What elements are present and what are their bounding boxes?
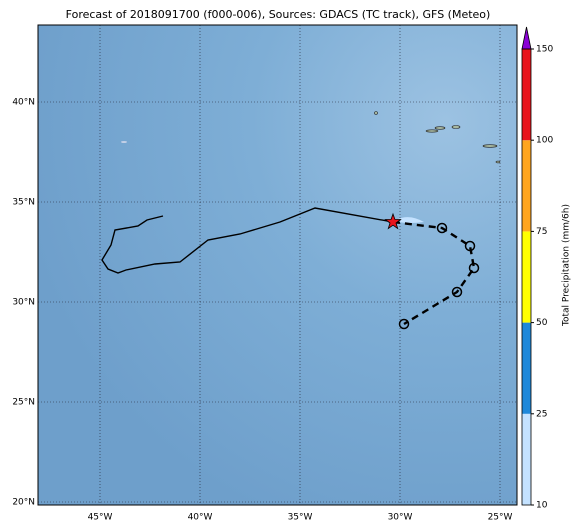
colorbar-extension	[521, 26, 532, 50]
x-tick-label: 25°W	[488, 513, 513, 523]
colorbar-tick-label: 75	[536, 227, 547, 237]
map-frame	[37, 24, 518, 506]
ocean	[38, 25, 517, 505]
x-tick-label: 40°W	[188, 513, 213, 523]
y-tick-label: 35°N	[12, 198, 35, 208]
forecast-point	[436, 222, 448, 234]
colorbar-tick-label: 100	[536, 136, 553, 146]
island	[121, 141, 127, 143]
forecast-point	[468, 262, 480, 274]
x-tick-label: 35°W	[288, 513, 313, 523]
colorbar-tick-label: 10	[536, 501, 548, 511]
islands	[374, 111, 501, 164]
y-tick-label: 25°N	[12, 398, 35, 408]
y-tick-label: 40°N	[12, 98, 35, 108]
current-position	[384, 212, 402, 230]
precipitation-area	[398, 217, 424, 223]
grid	[38, 25, 517, 505]
y-tick-label: 20°N	[12, 498, 35, 508]
colorbar-segment	[522, 322, 531, 414]
tracks	[101, 207, 480, 330]
forecast-point	[464, 240, 476, 252]
colorbar-tick-label: 50	[536, 318, 548, 328]
colorbar-tick-label: 150	[536, 45, 553, 55]
colorbar-segment	[522, 413, 531, 505]
colorbar: 10 25 50 75 100 150	[521, 26, 553, 511]
forecast-track	[392, 220, 476, 326]
colorbar-tick-label: 25	[536, 409, 547, 419]
colorbar-segment	[522, 231, 531, 323]
forecast-point	[398, 318, 410, 330]
colorbar-segment	[522, 140, 531, 232]
forecast-point	[451, 286, 463, 298]
colorbar-frame	[521, 48, 532, 506]
past-track	[101, 207, 394, 274]
x-tick-label: 45°W	[88, 513, 113, 523]
y-tick-label: 30°N	[12, 298, 35, 308]
colorbar-label: Total Precipitation (mm/6h)	[562, 204, 572, 327]
x-tick-label: 30°W	[388, 513, 413, 523]
colorbar-segment	[522, 49, 531, 141]
chart-title: Forecast of 2018091700 (f000-006), Sourc…	[66, 8, 491, 21]
